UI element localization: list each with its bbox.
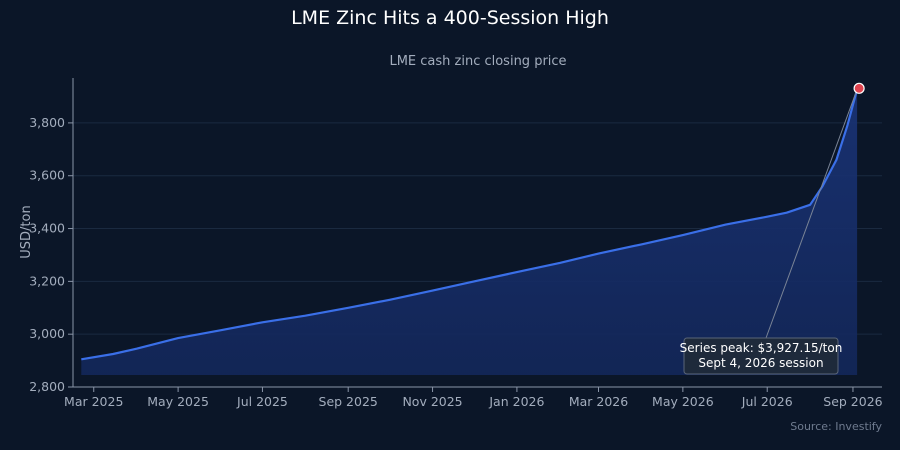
y-tick-label: 3,000 <box>29 326 65 341</box>
x-tick-label: Mar 2026 <box>569 394 628 409</box>
x-tick-label: Sep 2026 <box>823 394 882 409</box>
series-line-path <box>81 89 859 361</box>
x-tick-label: Jul 2025 <box>236 394 288 409</box>
y-tick-label: 3,800 <box>29 115 65 130</box>
y-tick-label: 3,200 <box>29 273 65 288</box>
axes: 2,800 3,000 3,200 3,400 3,600 3,800 Mar 2025 Ma… <box>29 78 883 409</box>
x-tick-label: May 2026 <box>652 394 714 409</box>
annotation-text-line: Sept 4, 2026 session <box>698 356 823 370</box>
area-fill <box>81 89 858 376</box>
x-tick-label: Jan 2026 <box>488 394 544 409</box>
source-note: Source: Investify <box>790 420 882 433</box>
annotation-box <box>683 337 839 375</box>
series-line <box>81 89 859 361</box>
annotation-leader-line <box>765 89 858 339</box>
y-tick-label: 3,400 <box>29 221 65 236</box>
chart-subtitle: LME cash zinc closing price <box>389 54 566 69</box>
y-tick-label: 2,800 <box>29 379 65 394</box>
x-tick-label: Sep 2025 <box>319 394 378 409</box>
y-tick-label: 3,600 <box>29 168 65 183</box>
x-tick-label: Mar 2025 <box>64 394 123 409</box>
area-path <box>81 89 858 376</box>
x-tick-label: Jul 2026 <box>741 394 793 409</box>
chart-title: LME Zinc Hits a 400-Session High <box>291 7 609 29</box>
peak-marker <box>853 82 865 94</box>
annotation-text-line: Series peak: $3,927.15/ton <box>680 341 843 355</box>
x-tick-label: May 2025 <box>147 394 209 409</box>
x-tick-label: Nov 2025 <box>402 394 462 409</box>
y-axis-label: USD/ton <box>19 205 34 258</box>
